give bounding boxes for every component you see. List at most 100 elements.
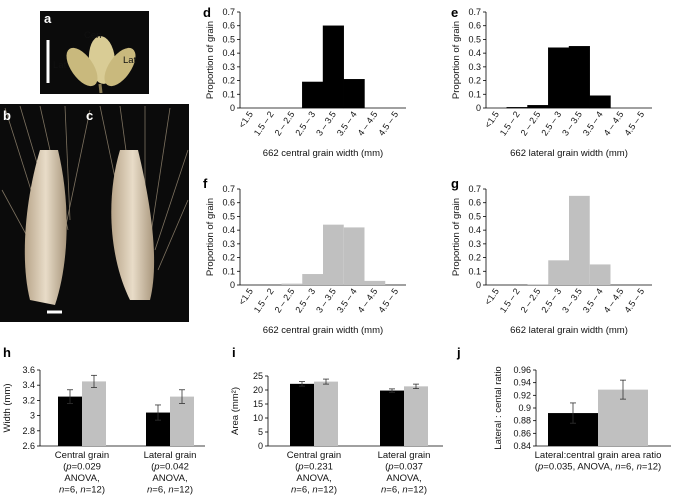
- photo-a: a Cen Lat Lat: [40, 11, 149, 94]
- y-tick-label-d: 0.2: [222, 76, 235, 86]
- bar-h: [58, 396, 82, 446]
- y-tick-label-f: 0.2: [222, 253, 235, 263]
- histogram-g: g 0 0.1 0.2 0.3 0.4 0.5 0.6 0.7 <1.51.5 – 22 – 2…: [451, 176, 652, 336]
- y-tick-label-e: 0.5: [468, 34, 481, 44]
- x-tick-label-e: 2.5 – 3: [539, 109, 563, 137]
- y-tick-label-e: 0.2: [468, 76, 481, 86]
- x-tick-label-e: <1.5: [483, 109, 501, 129]
- y-tick-label-f: 0.7: [222, 184, 235, 194]
- y-tick-label-e: 0.1: [468, 89, 481, 99]
- y-tick-label-h: 2.8: [22, 426, 35, 436]
- x-tick-label-g: <1.5: [483, 286, 501, 306]
- x-axis-title-g: 662 lateral grain width (mm): [510, 325, 628, 336]
- bar-i: [404, 386, 428, 446]
- bar-e: [589, 95, 611, 109]
- y-tick-label-e: 0.3: [468, 62, 481, 72]
- y-axis-title-f: Proportion of grain: [205, 198, 216, 276]
- y-tick-label-d: 0.3: [222, 62, 235, 72]
- y-tick-label-i: 25: [253, 371, 263, 381]
- panel-label-f: f: [203, 176, 208, 191]
- y-tick-label-i: 15: [253, 399, 263, 409]
- histogram-d: d 0 0.1 0.2 0.3 0.4 0.5 0.6 0.7 <1.51.5 – 22 – 2…: [203, 5, 406, 159]
- category-caption-i: ANOVA,: [296, 473, 331, 484]
- central-grain-label: Cen: [84, 30, 101, 41]
- y-tick-label-d: 0.6: [222, 21, 235, 31]
- lateral-grain-label-right: Lat: [123, 55, 137, 66]
- panel-label-a: a: [44, 11, 52, 26]
- category-caption-j: (p=0.035, ANOVA, n=6, n=12): [535, 462, 661, 473]
- y-tick-label-g: 0.6: [468, 198, 481, 208]
- panel-label-h: h: [3, 345, 11, 360]
- y-tick-label-g: 0.7: [468, 184, 481, 194]
- bar-i: [290, 383, 314, 446]
- y-tick-label-j: 0.84: [513, 441, 531, 451]
- y-tick-label-g: 0: [476, 280, 481, 290]
- panel-label-j: j: [456, 345, 461, 360]
- category-caption-j: Lateral:central grain area ratio: [535, 450, 662, 461]
- y-tick-label-h: 2.6: [22, 441, 35, 451]
- histogram-e: e 0 0.1 0.2 0.3 0.4 0.5 0.6 0.7 <1.51.5 – 22 – 2…: [451, 5, 652, 159]
- bar-e: [527, 105, 549, 109]
- y-tick-label-i: 10: [253, 413, 263, 423]
- y-axis-title-e: Proportion of grain: [451, 21, 462, 99]
- y-tick-label-j: 0.94: [513, 378, 531, 388]
- bar-i: [380, 390, 404, 446]
- y-tick-label-j: 0.9: [518, 403, 531, 413]
- y-tick-label-j: 0.96: [513, 365, 531, 375]
- category-caption-h: ANOVA,: [64, 473, 99, 484]
- x-tick-label-d: 4 – 4.5: [356, 109, 380, 137]
- category-caption-i: Central grain: [287, 450, 341, 461]
- y-tick-label-j: 0.88: [513, 416, 531, 426]
- y-tick-label-f: 0: [230, 280, 235, 290]
- y-tick-label-f: 0.1: [222, 266, 235, 276]
- y-tick-label-i: 0: [258, 441, 263, 451]
- x-tick-label-f: 2.5 – 3: [293, 286, 317, 314]
- panel-label-e: e: [451, 5, 458, 20]
- bar-h: [170, 396, 194, 446]
- y-tick-label-f: 0.3: [222, 239, 235, 249]
- bar-h: [82, 381, 106, 446]
- x-tick-label-g: 4 – 4.5: [602, 286, 626, 314]
- y-tick-label-j: 0.92: [513, 390, 531, 400]
- category-caption-h: (p=0.029: [63, 462, 101, 473]
- x-tick-label-g: 1.5 – 2: [498, 286, 522, 314]
- y-tick-label-f: 0.4: [222, 225, 235, 235]
- category-caption-h: n=6, n=12): [59, 485, 105, 496]
- lateral-grain-label-left: Lat: [53, 60, 67, 71]
- x-tick-label-f: 3.5 – 4: [335, 286, 359, 314]
- x-tick-label-g: 3.5 – 4: [581, 286, 605, 314]
- y-tick-label-e: 0.7: [468, 7, 481, 17]
- photo-bc: b c: [0, 104, 189, 322]
- x-tick-label-f: 4 – 4.5: [356, 286, 380, 314]
- x-tick-label-e: 3 – 3.5: [560, 109, 584, 137]
- x-tick-label-d: 2.5 – 3: [293, 109, 317, 137]
- x-axis-title-f: 662 central grain width (mm): [263, 325, 383, 336]
- category-caption-i: Lateral grain: [378, 450, 431, 461]
- x-tick-label-g: 2.5 – 3: [539, 286, 563, 314]
- category-caption-h: (p=0.042: [151, 462, 189, 473]
- panel-label-g: g: [451, 176, 459, 191]
- x-tick-label-f: 3 – 3.5: [314, 286, 338, 314]
- y-tick-label-h: 3.6: [22, 365, 35, 375]
- x-tick-label-f: 2 – 2.5: [273, 286, 297, 314]
- y-axis-title-j: Lateral : cental ratio: [493, 366, 504, 449]
- category-caption-i: n=6, n=12): [381, 485, 427, 496]
- y-tick-label-f: 0.6: [222, 198, 235, 208]
- y-tick-label-d: 0.5: [222, 34, 235, 44]
- bar-chart-j: j 0.84 0.86 0.88 0.9 0.92 0.94 0.96 Lateral:cen…: [456, 345, 671, 473]
- category-caption-h: Central grain: [55, 450, 109, 461]
- bar-f: [343, 227, 365, 285]
- x-tick-label-d: 3 – 3.5: [314, 109, 338, 137]
- x-tick-label-d: 3.5 – 4: [335, 109, 359, 137]
- x-tick-label-g: 4.5 – 5: [622, 286, 646, 314]
- x-tick-label-f: 4.5 – 5: [376, 286, 400, 314]
- bar-e: [506, 107, 528, 109]
- bar-d: [343, 78, 365, 109]
- bar-g: [589, 264, 611, 285]
- x-axis-title-d: 662 central grain width (mm): [263, 148, 383, 159]
- x-tick-label-e: 4 – 4.5: [602, 109, 626, 137]
- y-tick-label-e: 0.6: [468, 21, 481, 31]
